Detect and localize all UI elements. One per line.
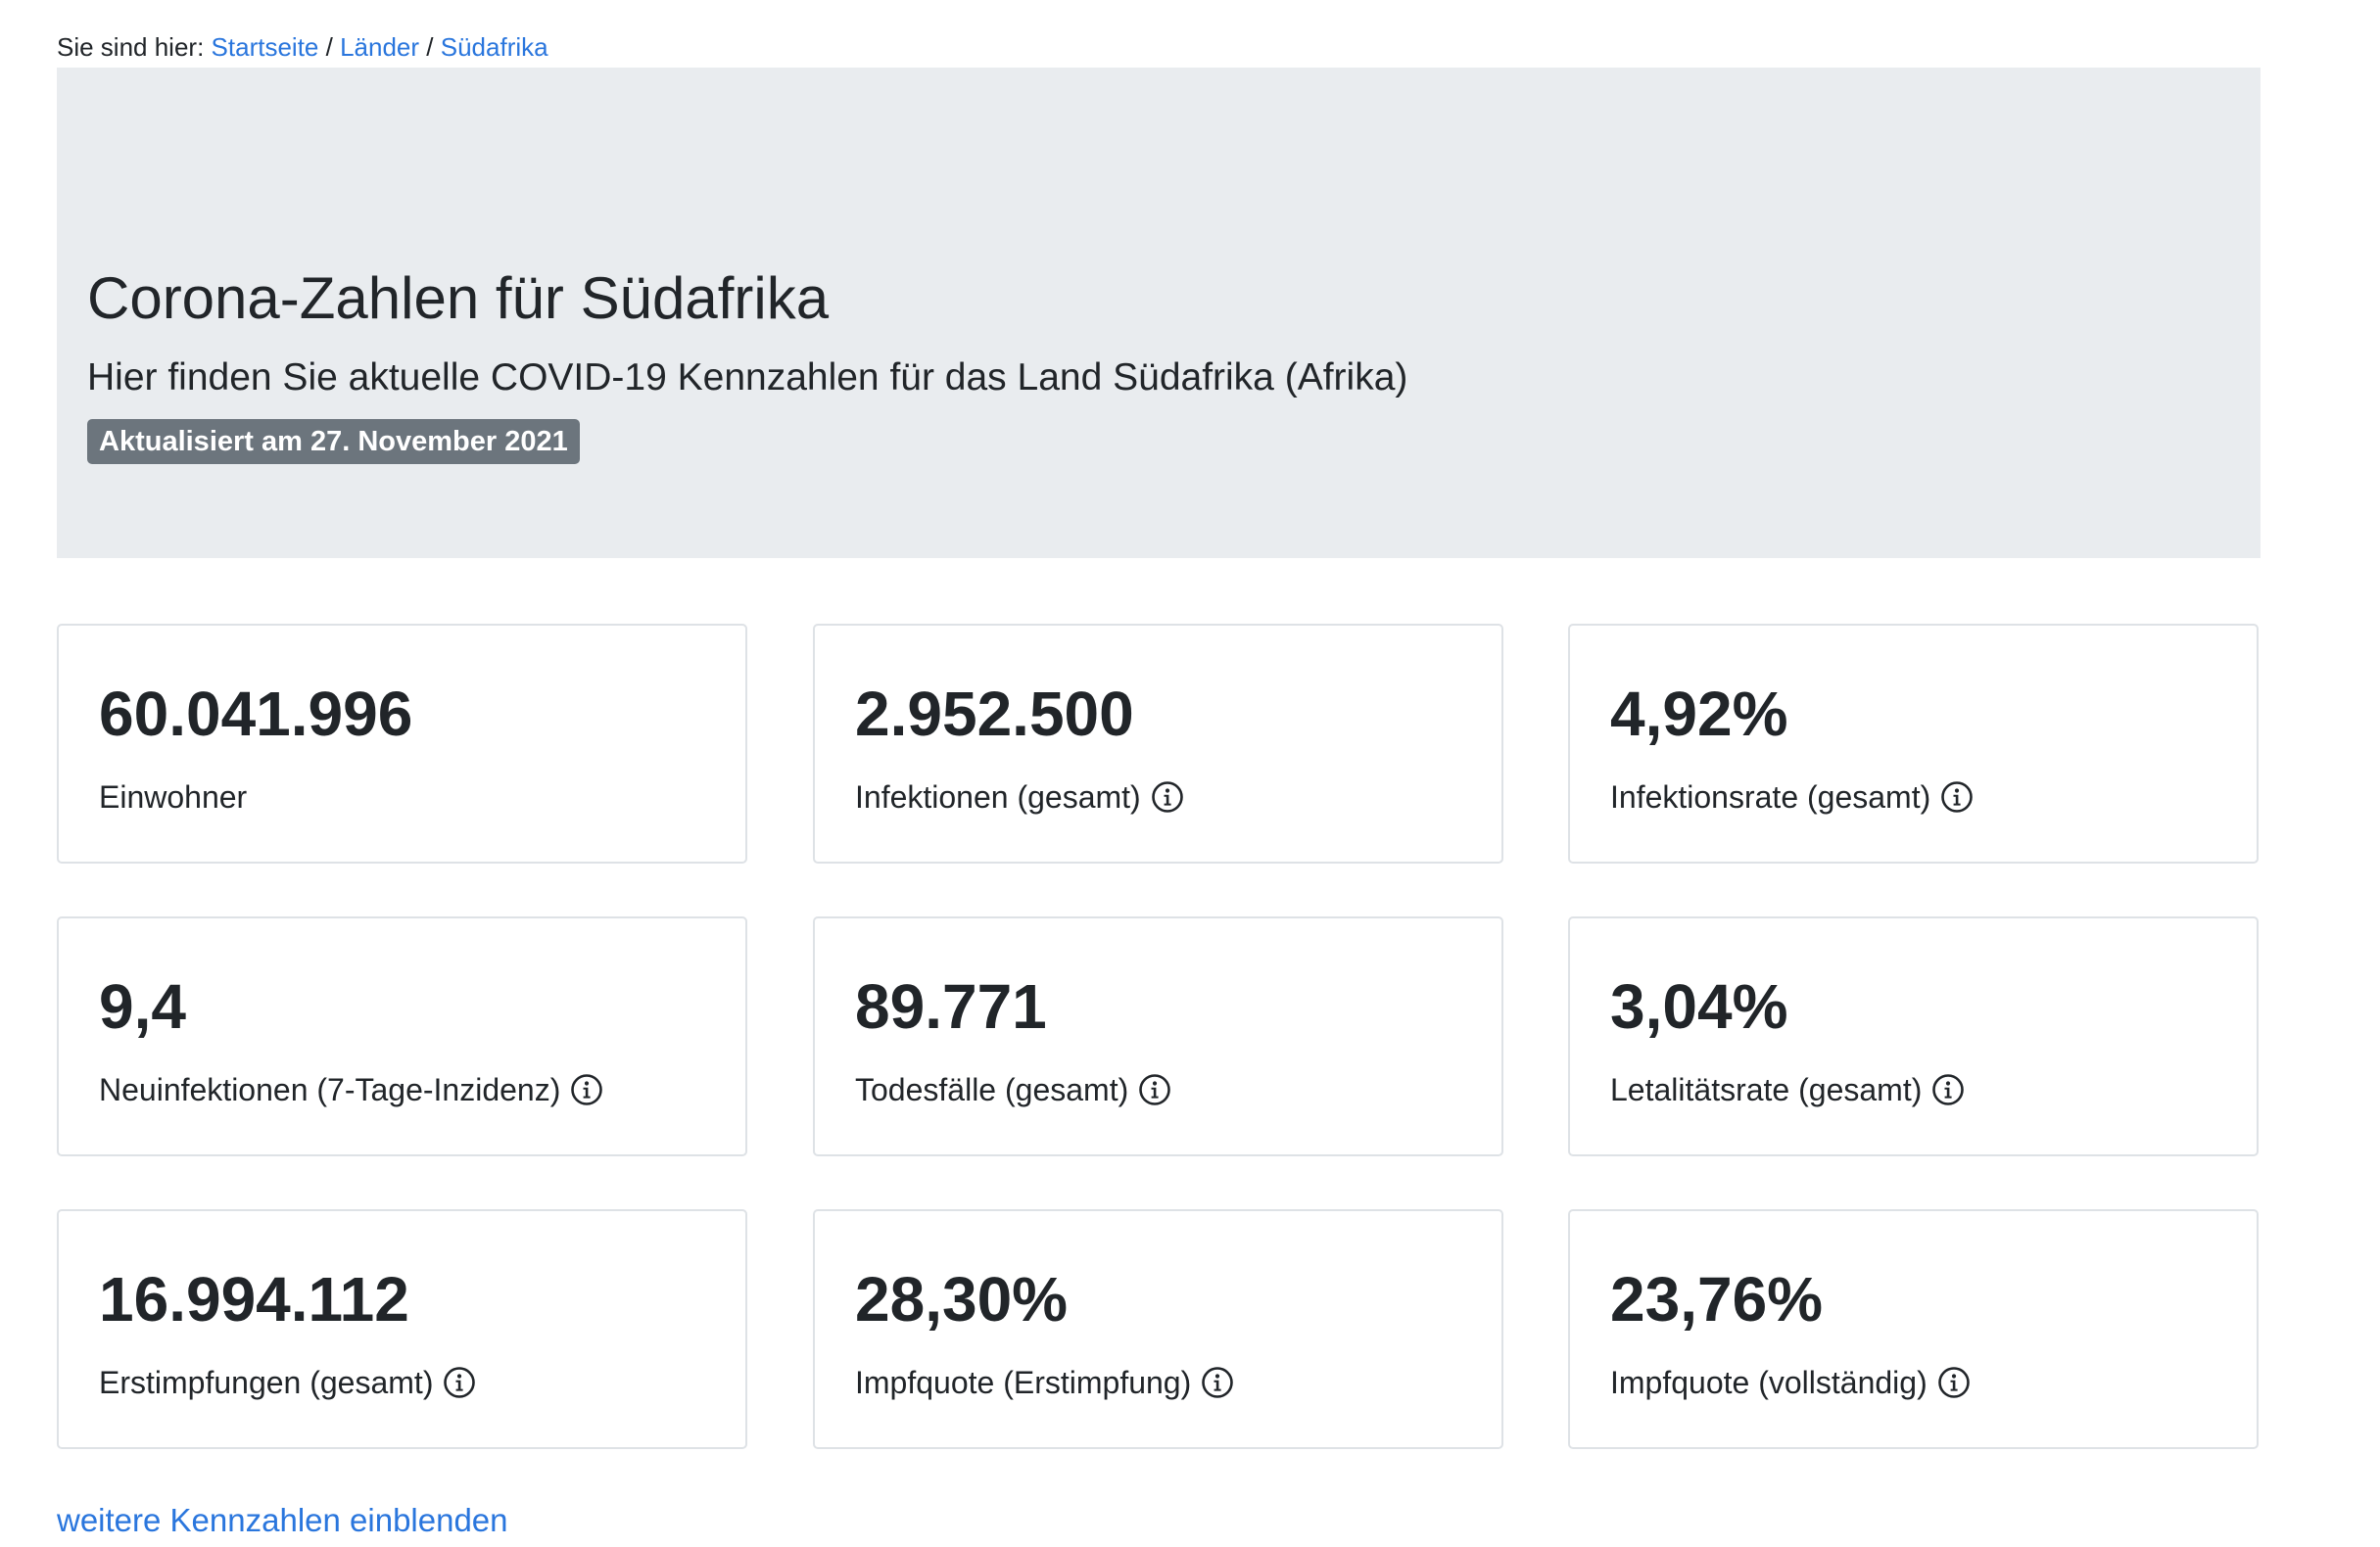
breadcrumb-prefix: Sie sind hier:	[57, 32, 205, 62]
stat-card-vaccination-rate-full: 23,76% Impfquote (vollständig)	[1568, 1209, 2259, 1449]
updated-badge: Aktualisiert am 27. November 2021	[87, 419, 580, 464]
stat-label: Letalitätsrate (gesamt)	[1610, 1072, 1923, 1107]
stat-label-row: Einwohner	[99, 777, 247, 817]
stat-card-first-vaccinations: 16.994.112 Erstimpfungen (gesamt)	[57, 1209, 747, 1449]
stat-value: 60.041.996	[99, 679, 413, 749]
breadcrumb: Sie sind hier: Startseite / Länder / Süd…	[57, 29, 548, 65]
stat-label-row: Neuinfektionen (7-Tage-Inzidenz)	[99, 1070, 603, 1109]
breadcrumb-link-countries[interactable]: Länder	[340, 32, 420, 62]
stat-card-population: 60.041.996 Einwohner	[57, 624, 747, 864]
stat-value: 9,4	[99, 971, 186, 1042]
stat-card-vaccination-rate-first: 28,30% Impfquote (Erstimpfung)	[813, 1209, 1503, 1449]
breadcrumb-link-home[interactable]: Startseite	[211, 32, 319, 62]
stat-label-row: Infektionen (gesamt)	[855, 777, 1184, 817]
info-circle-icon[interactable]	[443, 1366, 476, 1399]
stat-label: Infektionen (gesamt)	[855, 779, 1141, 815]
info-circle-icon[interactable]	[1940, 780, 1974, 814]
stat-label-row: Impfquote (vollständig)	[1610, 1363, 1971, 1402]
hero-banner: Corona-Zahlen für Südafrika Hier finden …	[57, 68, 2261, 558]
stat-value: 28,30%	[855, 1264, 1069, 1335]
stat-label: Erstimpfungen (gesamt)	[99, 1365, 434, 1400]
stat-label: Impfquote (vollständig)	[1610, 1365, 1928, 1400]
stat-value: 2.952.500	[855, 679, 1134, 749]
stat-card-fatality-rate: 3,04% Letalitätsrate (gesamt)	[1568, 916, 2259, 1156]
stat-label: Infektionsrate (gesamt)	[1610, 779, 1931, 815]
page-title: Corona-Zahlen für Südafrika	[87, 265, 830, 331]
breadcrumb-separator: /	[325, 32, 333, 62]
stat-card-infections-total: 2.952.500 Infektionen (gesamt)	[813, 624, 1503, 864]
stat-value: 3,04%	[1610, 971, 1788, 1042]
info-circle-icon[interactable]	[1151, 780, 1184, 814]
stat-label-row: Erstimpfungen (gesamt)	[99, 1363, 476, 1402]
stat-value: 23,76%	[1610, 1264, 1824, 1335]
info-circle-icon[interactable]	[1931, 1073, 1965, 1106]
stat-card-infection-rate: 4,92% Infektionsrate (gesamt)	[1568, 624, 2259, 864]
show-more-stats-link[interactable]: weitere Kennzahlen einblenden	[57, 1502, 508, 1538]
info-circle-icon[interactable]	[1937, 1366, 1971, 1399]
info-circle-icon[interactable]	[570, 1073, 603, 1106]
stat-value: 4,92%	[1610, 679, 1788, 749]
stat-label: Neuinfektionen (7-Tage-Inzidenz)	[99, 1072, 561, 1107]
stat-card-deaths-total: 89.771 Todesfälle (gesamt)	[813, 916, 1503, 1156]
breadcrumb-separator: /	[426, 32, 434, 62]
stat-label-row: Todesfälle (gesamt)	[855, 1070, 1171, 1109]
stat-label-row: Infektionsrate (gesamt)	[1610, 777, 1974, 817]
info-circle-icon[interactable]	[1138, 1073, 1171, 1106]
stat-label: Todesfälle (gesamt)	[855, 1072, 1129, 1107]
stat-label: Einwohner	[99, 779, 248, 815]
page-subtitle: Hier finden Sie aktuelle COVID-19 Kennza…	[87, 356, 1408, 398]
stat-value: 16.994.112	[99, 1264, 409, 1335]
stat-label-row: Impfquote (Erstimpfung)	[855, 1363, 1234, 1402]
stat-label: Impfquote (Erstimpfung)	[855, 1365, 1192, 1400]
stat-value: 89.771	[855, 971, 1047, 1042]
breadcrumb-link-south-africa[interactable]: Südafrika	[440, 32, 548, 62]
stat-card-incidence-7day: 9,4 Neuinfektionen (7-Tage-Inzidenz)	[57, 916, 747, 1156]
stat-label-row: Letalitätsrate (gesamt)	[1610, 1070, 1965, 1109]
info-circle-icon[interactable]	[1201, 1366, 1234, 1399]
